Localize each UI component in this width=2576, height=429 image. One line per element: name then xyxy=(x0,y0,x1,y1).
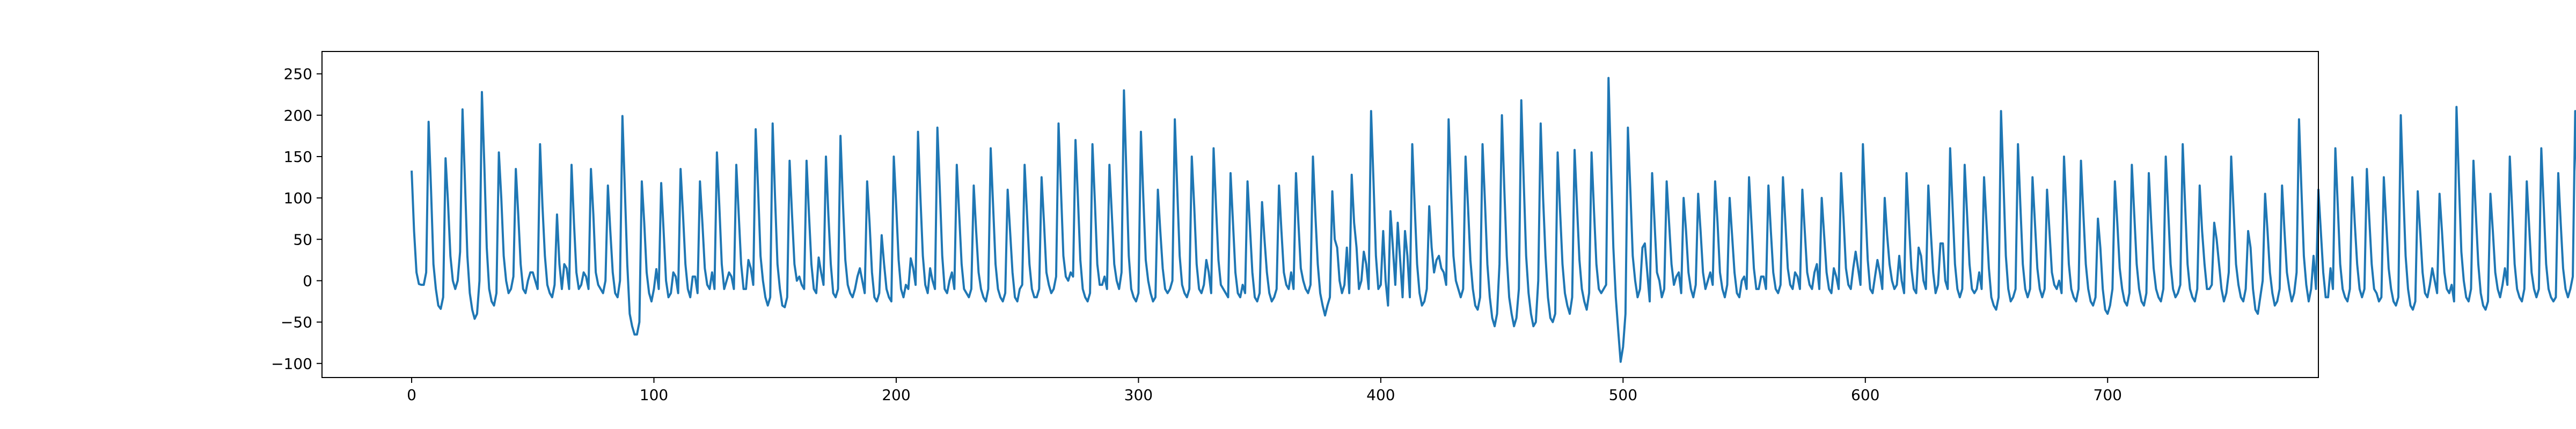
y-tick-label: 100 xyxy=(284,189,312,207)
x-tick-label: 300 xyxy=(1124,386,1153,404)
series-line-layer xyxy=(411,77,2576,363)
y-tick-label: 50 xyxy=(293,231,312,248)
x-tick-label: 700 xyxy=(2094,386,2122,404)
x-tick-label: 600 xyxy=(1851,386,1879,404)
x-tick-label: 500 xyxy=(1609,386,1637,404)
y-axis-ticks: −100 −50 0 50 100 150 200 250 xyxy=(271,65,322,373)
x-tick-label: 400 xyxy=(1366,386,1395,404)
y-tick-label: −50 xyxy=(281,314,312,331)
x-axis-ticks: 0 100 200 300 400 500 600 700 xyxy=(407,378,2122,404)
y-tick-label: 150 xyxy=(284,148,312,166)
y-tick-label: 0 xyxy=(303,272,312,290)
y-tick-label: 200 xyxy=(284,107,312,124)
x-tick-label: 100 xyxy=(640,386,668,404)
y-tick-label: −100 xyxy=(271,355,312,373)
plot-frame xyxy=(321,51,2319,378)
y-tick-label: 250 xyxy=(284,65,312,83)
x-tick-label: 200 xyxy=(882,386,910,404)
x-tick-label: 0 xyxy=(407,386,416,404)
series-line-1 xyxy=(411,77,2576,363)
